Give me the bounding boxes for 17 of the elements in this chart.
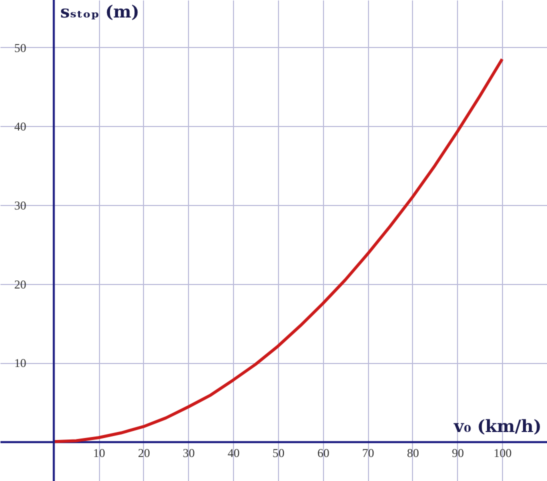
x-axis-title: v₀ (km/h)	[452, 417, 542, 438]
y-tick-label: 30	[14, 198, 26, 213]
x-tick-label: 80	[406, 446, 419, 460]
x-tick-label: 60	[317, 446, 330, 460]
x-tick-label: 90	[452, 446, 464, 460]
x-tick-label: 30	[182, 446, 195, 460]
x-tick-label: 50	[272, 446, 284, 460]
x-tick-label: 70	[362, 446, 374, 460]
y-axis-title: sₛₜₒₚ (m)	[60, 2, 140, 22]
y-tick-label: 50	[14, 40, 26, 55]
y-tick-label: 20	[14, 277, 26, 292]
x-tick-label: 10	[93, 446, 106, 460]
y-tick-label: 40	[14, 120, 26, 134]
x-tick-label: 100	[494, 446, 512, 460]
x-tick-label: 40	[228, 446, 240, 460]
y-tick-label: 10	[14, 356, 26, 370]
x-tick-label: 20	[138, 446, 150, 460]
